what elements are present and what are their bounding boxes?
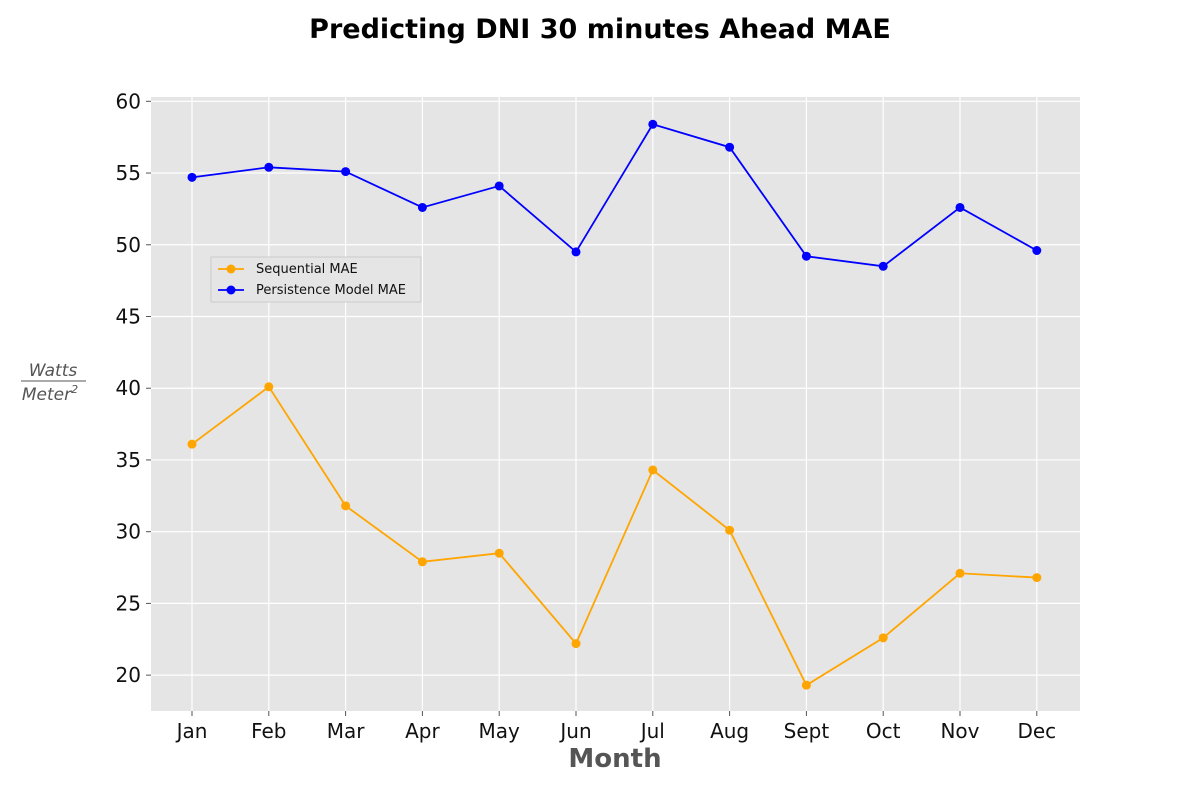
x-tick-label: Nov <box>940 719 979 743</box>
legend-label-persistence: Persistence Model MAE <box>256 283 406 298</box>
series-line-sequential-mae <box>191 385 1037 687</box>
series-sequential-mae <box>187 382 1042 690</box>
y-tick-label: 55 <box>116 161 141 185</box>
y-tick-label: 20 <box>116 663 141 687</box>
data-point-persistence-model-mae <box>341 167 351 177</box>
data-point-sequential-mae <box>571 639 581 649</box>
y-tick-label: 25 <box>116 591 141 615</box>
series-persistence-model-mae <box>187 119 1042 271</box>
x-tick-label: Jun <box>558 719 591 743</box>
plot-area <box>151 97 1080 711</box>
x-tick-label: Oct <box>866 719 901 743</box>
data-point-sequential-mae <box>494 548 504 558</box>
y-tick-label: 45 <box>116 304 141 328</box>
chart-title: Predicting DNI 30 minutes Ahead MAE <box>309 14 891 45</box>
y-axis-label-numerator: Watts <box>29 361 78 381</box>
data-point-persistence-model-mae <box>571 247 581 257</box>
x-tick-label: Dec <box>1017 719 1056 743</box>
data-point-persistence-model-mae <box>648 119 658 129</box>
x-axis-label: Month <box>568 744 661 774</box>
y-tick-label: 50 <box>116 233 141 257</box>
data-point-persistence-model-mae <box>264 162 274 172</box>
data-point-sequential-mae <box>801 680 811 690</box>
data-point-persistence-model-mae <box>878 261 888 271</box>
data-point-sequential-mae <box>341 501 351 511</box>
y-tick-label: 40 <box>116 376 141 400</box>
gridlines <box>151 97 1080 711</box>
y-axis-label-denominator: Meter <box>22 385 72 405</box>
x-tick-label: Jul <box>639 719 665 743</box>
data-point-sequential-mae <box>187 439 197 449</box>
legend-label-sequential: Sequential MAE <box>256 262 358 277</box>
x-axis-ticks: Jan Feb Mar Apr May Jun Jul Aug Sept Oct Nov Dec <box>175 711 1056 743</box>
data-point-persistence-model-mae <box>1032 246 1042 255</box>
x-tick-label: May <box>479 719 521 743</box>
data-point-sequential-mae <box>417 557 427 567</box>
series-layer <box>187 119 1042 690</box>
y-axis-label-superscript: 2 <box>71 383 78 396</box>
y-tick-label: 60 <box>116 89 141 113</box>
y-axis-label: Watts Meter2 <box>21 361 86 405</box>
legend: Sequential MAE Persistence Model MAE <box>210 256 422 303</box>
data-point-sequential-mae <box>878 633 888 643</box>
data-point-persistence-model-mae <box>187 172 197 182</box>
data-point-persistence-model-mae <box>725 142 735 152</box>
x-tick-label: Apr <box>405 719 440 743</box>
series-line-persistence-model-mae <box>191 123 1038 268</box>
data-point-persistence-model-mae <box>494 181 504 191</box>
svg-text:Meter2: Meter2 <box>22 383 78 405</box>
data-point-sequential-mae <box>955 568 965 578</box>
data-point-sequential-mae <box>264 382 274 392</box>
data-point-persistence-model-mae <box>801 251 811 261</box>
x-tick-label: Feb <box>251 719 286 743</box>
legend-marker-sequential <box>226 264 236 274</box>
data-point-sequential-mae <box>648 465 658 475</box>
x-tick-label: Sept <box>784 719 830 743</box>
data-point-sequential-mae <box>1032 573 1042 583</box>
y-axis-ticks: 20 25 30 35 40 45 50 55 60 <box>116 89 151 687</box>
x-tick-label: Aug <box>710 719 749 743</box>
data-point-sequential-mae <box>725 525 735 535</box>
x-tick-label: Mar <box>327 719 366 743</box>
data-point-persistence-model-mae <box>417 202 427 212</box>
legend-box <box>210 256 422 303</box>
x-tick-label: Jan <box>175 719 208 743</box>
y-tick-label: 35 <box>116 448 141 472</box>
data-point-persistence-model-mae <box>955 202 965 212</box>
y-tick-label: 30 <box>116 520 141 544</box>
legend-marker-persistence <box>226 285 236 295</box>
